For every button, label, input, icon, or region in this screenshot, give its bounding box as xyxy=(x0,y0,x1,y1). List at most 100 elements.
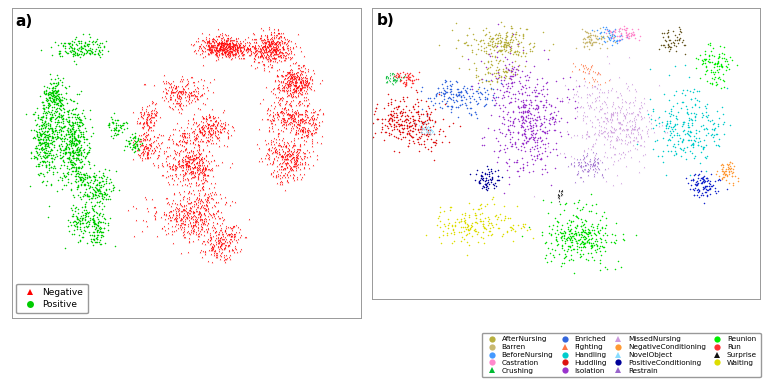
Point xyxy=(206,195,218,201)
Point xyxy=(44,95,56,101)
Point xyxy=(194,200,206,206)
Point xyxy=(701,178,713,184)
Point xyxy=(241,46,253,52)
Point xyxy=(577,63,589,69)
Point xyxy=(177,162,189,168)
Point xyxy=(389,114,402,120)
Point xyxy=(187,198,200,205)
Point xyxy=(723,167,736,173)
Point xyxy=(219,49,231,56)
Point xyxy=(206,189,218,195)
Point xyxy=(42,152,55,158)
Point xyxy=(697,58,709,64)
Point xyxy=(74,142,87,148)
Point xyxy=(402,143,414,149)
Point xyxy=(73,164,85,170)
Point xyxy=(293,75,305,81)
Point xyxy=(697,178,709,184)
Point xyxy=(89,176,101,182)
Point xyxy=(622,54,634,60)
Point xyxy=(138,110,151,116)
Point xyxy=(194,138,207,144)
Point xyxy=(516,110,528,116)
Point xyxy=(137,121,150,127)
Point xyxy=(290,59,302,65)
Point xyxy=(62,149,74,155)
Point xyxy=(260,54,272,60)
Point xyxy=(632,131,644,137)
Point xyxy=(53,123,65,129)
Point xyxy=(152,134,164,141)
Point xyxy=(39,142,51,149)
Point xyxy=(177,85,189,91)
Point xyxy=(254,35,266,41)
Point xyxy=(558,238,571,244)
Point xyxy=(695,167,707,173)
Point xyxy=(194,212,207,218)
Point xyxy=(697,184,710,190)
Point xyxy=(472,100,485,106)
Point xyxy=(84,184,97,190)
Point xyxy=(483,64,495,70)
Point xyxy=(469,111,482,117)
Point xyxy=(197,123,209,129)
Point xyxy=(203,38,215,44)
Point xyxy=(501,160,513,167)
Point xyxy=(34,153,46,159)
Point xyxy=(214,195,227,201)
Point xyxy=(221,43,233,49)
Point xyxy=(183,149,195,155)
Point xyxy=(504,85,516,91)
Point xyxy=(290,163,303,169)
Point xyxy=(555,230,568,236)
Point xyxy=(269,147,281,153)
Point xyxy=(43,94,55,100)
Point xyxy=(92,187,104,193)
Point xyxy=(267,128,280,134)
Point xyxy=(25,149,37,155)
Point xyxy=(429,142,441,148)
Point xyxy=(402,119,415,126)
Point xyxy=(35,141,48,147)
Point xyxy=(84,45,96,51)
Point xyxy=(192,141,204,147)
Point xyxy=(643,118,655,124)
Point xyxy=(556,237,568,244)
Point xyxy=(384,121,396,128)
Point xyxy=(584,34,596,40)
Point xyxy=(489,73,502,79)
Point xyxy=(403,76,415,82)
Point xyxy=(434,218,446,224)
Point xyxy=(145,127,157,133)
Point xyxy=(438,93,450,100)
Point xyxy=(633,124,645,130)
Point xyxy=(662,42,674,48)
Point xyxy=(398,98,410,104)
Point xyxy=(223,247,235,253)
Point xyxy=(519,128,531,134)
Point xyxy=(137,149,149,155)
Point xyxy=(705,67,717,73)
Point xyxy=(133,152,145,158)
Point xyxy=(592,155,604,161)
Point xyxy=(137,148,149,154)
Point xyxy=(515,90,528,96)
Point xyxy=(295,116,307,122)
Point xyxy=(66,146,78,152)
Point xyxy=(270,45,283,51)
Point xyxy=(392,103,405,110)
Point xyxy=(492,35,505,41)
Point xyxy=(188,128,200,134)
Point xyxy=(270,173,282,179)
Point xyxy=(528,120,541,126)
Point xyxy=(184,153,197,159)
Point xyxy=(65,131,78,137)
Point xyxy=(598,237,611,243)
Point xyxy=(483,176,495,182)
Point xyxy=(207,128,219,134)
Point xyxy=(451,79,463,85)
Point xyxy=(46,130,58,136)
Point xyxy=(64,43,76,49)
Point xyxy=(197,216,210,222)
Point xyxy=(227,224,239,230)
